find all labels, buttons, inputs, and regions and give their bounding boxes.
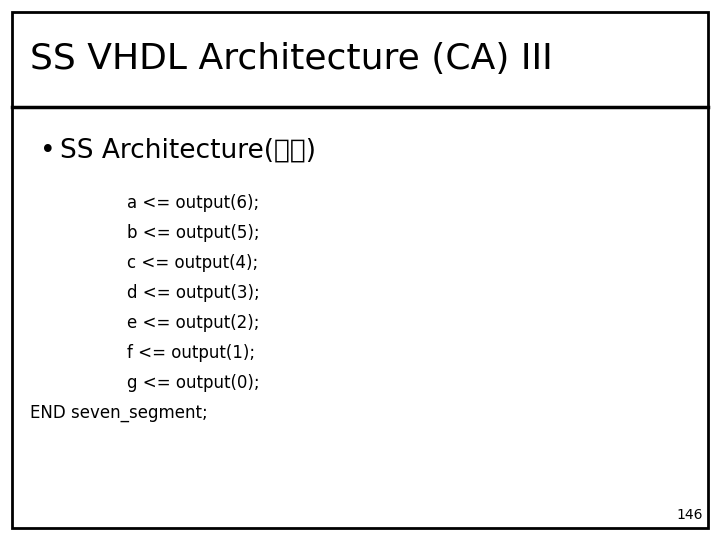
Text: f <= output(1);: f <= output(1);	[127, 343, 255, 361]
Text: a <= output(6);: a <= output(6);	[127, 193, 259, 212]
Text: b <= output(5);: b <= output(5);	[127, 224, 260, 241]
Text: 146: 146	[677, 508, 703, 522]
Text: SS VHDL Architecture (CA) III: SS VHDL Architecture (CA) III	[30, 42, 553, 76]
Text: SS Architecture(계속): SS Architecture(계속)	[60, 138, 316, 164]
Text: •: •	[40, 138, 55, 164]
Text: c <= output(4);: c <= output(4);	[127, 253, 258, 272]
Text: g <= output(0);: g <= output(0);	[127, 374, 260, 391]
Text: d <= output(3);: d <= output(3);	[127, 284, 260, 301]
Text: e <= output(2);: e <= output(2);	[127, 314, 259, 332]
Text: END seven_segment;: END seven_segment;	[30, 403, 208, 422]
